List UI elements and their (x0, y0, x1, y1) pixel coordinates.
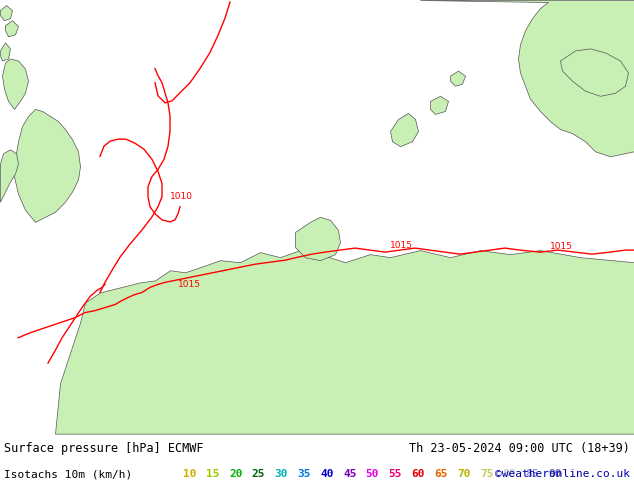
Text: 35: 35 (297, 469, 311, 479)
Text: 70: 70 (457, 469, 470, 479)
Text: ©weatheronline.co.uk: ©weatheronline.co.uk (495, 469, 630, 479)
Text: 1015: 1015 (178, 280, 201, 289)
Text: 15: 15 (206, 469, 219, 479)
Text: 1015: 1015 (390, 241, 413, 249)
Text: 80: 80 (503, 469, 516, 479)
Text: 25: 25 (252, 469, 265, 479)
Text: 60: 60 (411, 469, 425, 479)
Text: 50: 50 (366, 469, 379, 479)
Text: 90: 90 (548, 469, 562, 479)
Text: 85: 85 (526, 469, 539, 479)
Text: 65: 65 (434, 469, 448, 479)
Text: 1015: 1015 (550, 242, 573, 250)
Text: 45: 45 (343, 469, 356, 479)
Text: 10: 10 (183, 469, 197, 479)
Text: Isotachs 10m (km/h): Isotachs 10m (km/h) (4, 469, 133, 479)
Text: Surface pressure [hPa] ECMWF: Surface pressure [hPa] ECMWF (4, 442, 204, 455)
Text: Th 23-05-2024 09:00 UTC (18+39): Th 23-05-2024 09:00 UTC (18+39) (409, 442, 630, 455)
Text: 30: 30 (275, 469, 288, 479)
Text: 40: 40 (320, 469, 333, 479)
Text: 1010: 1010 (170, 192, 193, 201)
Text: 55: 55 (389, 469, 402, 479)
Text: 75: 75 (480, 469, 493, 479)
Text: 20: 20 (229, 469, 242, 479)
